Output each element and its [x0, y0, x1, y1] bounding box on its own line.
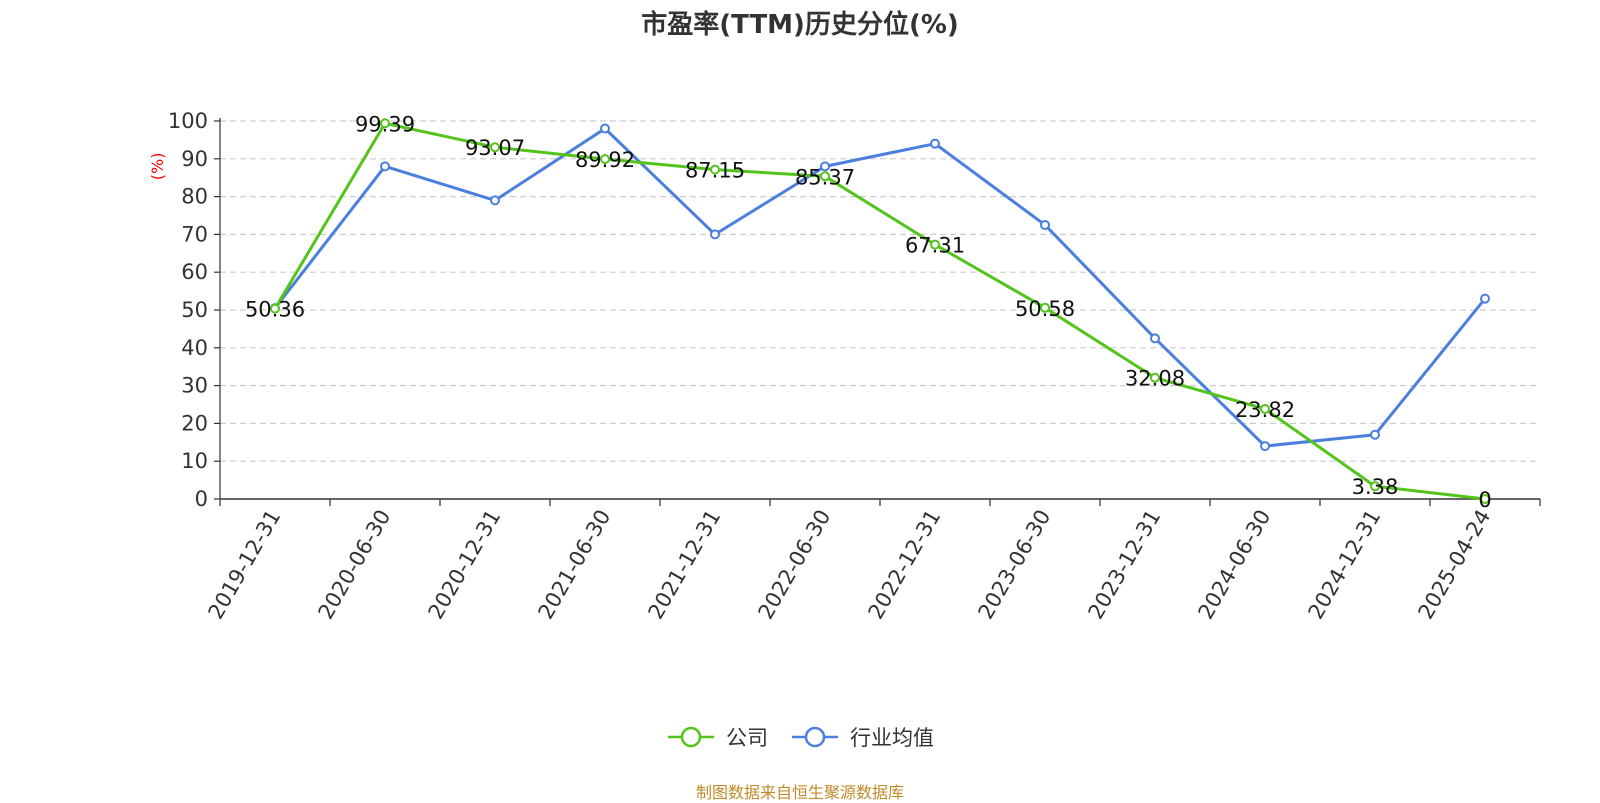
data-point — [490, 142, 500, 153]
chart-title: 市盈率(TTM)历史分位(%) — [641, 10, 959, 40]
y-tick-label: 10 — [181, 449, 208, 473]
data-point — [270, 303, 280, 314]
x-tick-label: 2020-06-30 — [314, 506, 396, 624]
y-tick-label: 20 — [181, 411, 208, 435]
y-axis-label: (%) — [148, 153, 167, 181]
data-point — [710, 229, 720, 240]
legend: 公司 行业均值 — [0, 722, 1600, 752]
x-tick-label: 2019-12-31 — [204, 506, 286, 624]
y-tick-label: 30 — [181, 374, 208, 398]
series-lines — [270, 118, 1490, 504]
x-tick-label: 2023-12-31 — [1084, 506, 1166, 624]
data-point — [380, 161, 390, 172]
data-label: 50.58 — [1015, 297, 1075, 321]
data-point — [1040, 219, 1050, 230]
data-point — [930, 239, 940, 250]
data-point — [1370, 429, 1380, 440]
data-point — [710, 164, 720, 175]
legend-swatch-marker — [804, 726, 826, 748]
data-label: 50.36 — [245, 298, 305, 322]
data-labels: 50.36 99.39 93.07 89.92 87.15 85.37 67.31 50.58… — [245, 112, 1492, 512]
x-tick-label: 2024-06-30 — [1194, 506, 1276, 624]
data-label: 23.82 — [1235, 398, 1295, 422]
data-point — [820, 171, 830, 182]
y-tick-label: 60 — [181, 260, 208, 284]
data-point — [1480, 293, 1490, 304]
legend-swatch-marker — [680, 726, 702, 748]
data-point — [380, 118, 390, 129]
data-label: 93.07 — [465, 136, 525, 160]
y-tick-label: 90 — [181, 147, 208, 171]
data-point — [820, 161, 830, 172]
x-tick-label: 2021-12-31 — [644, 506, 726, 624]
data-label: 3.38 — [1352, 475, 1399, 499]
data-point — [1150, 372, 1160, 383]
data-label: 99.39 — [355, 112, 415, 136]
data-point — [1480, 494, 1490, 504]
y-tick-label: 50 — [181, 298, 208, 322]
x-tick-label: 2021-06-30 — [534, 506, 616, 624]
grid-lines — [220, 120, 1540, 462]
series-line-公司 — [273, 121, 1486, 501]
legend-label: 公司 — [726, 726, 768, 750]
data-label: 67.31 — [905, 234, 965, 258]
legend-item[interactable]: 公司 — [666, 722, 768, 752]
data-point — [600, 154, 610, 165]
data-point — [1260, 403, 1270, 414]
data-point — [1370, 481, 1380, 492]
x-tick-label: 2022-06-30 — [754, 506, 836, 624]
y-tick-label: 100 — [168, 109, 208, 133]
source-note: 制图数据来自恒生聚源数据库 — [695, 783, 904, 802]
legend-swatch-icon — [668, 726, 714, 748]
data-label: 87.15 — [685, 159, 745, 183]
data-point — [1150, 333, 1160, 344]
y-tick-label: 40 — [181, 336, 208, 360]
y-tick-label: 0 — [195, 487, 208, 511]
legend-label: 行业均值 — [850, 726, 934, 750]
data-label: 89.92 — [575, 148, 635, 172]
data-point — [1260, 441, 1270, 452]
data-point — [490, 195, 500, 206]
x-tick-label: 2023-06-30 — [974, 506, 1056, 624]
legend-item[interactable]: 行业均值 — [790, 722, 934, 752]
legend-swatch-icon — [792, 726, 838, 748]
data-label: 32.08 — [1125, 367, 1185, 391]
data-point — [930, 138, 940, 149]
x-tick-label: 2024-12-31 — [1304, 506, 1386, 624]
data-label: 0 — [1478, 488, 1491, 512]
y-tick-label: 80 — [181, 185, 208, 209]
x-tick-label: 2022-12-31 — [864, 506, 946, 624]
series-line-行业均值 — [273, 127, 1487, 448]
y-tick-label: 70 — [181, 222, 208, 246]
data-point — [600, 123, 610, 134]
x-tick-label: 2020-12-31 — [424, 506, 506, 624]
x-tick-label: 2025-04-24 — [1414, 506, 1496, 624]
data-label: 85.37 — [795, 165, 855, 189]
data-point — [1040, 302, 1050, 313]
